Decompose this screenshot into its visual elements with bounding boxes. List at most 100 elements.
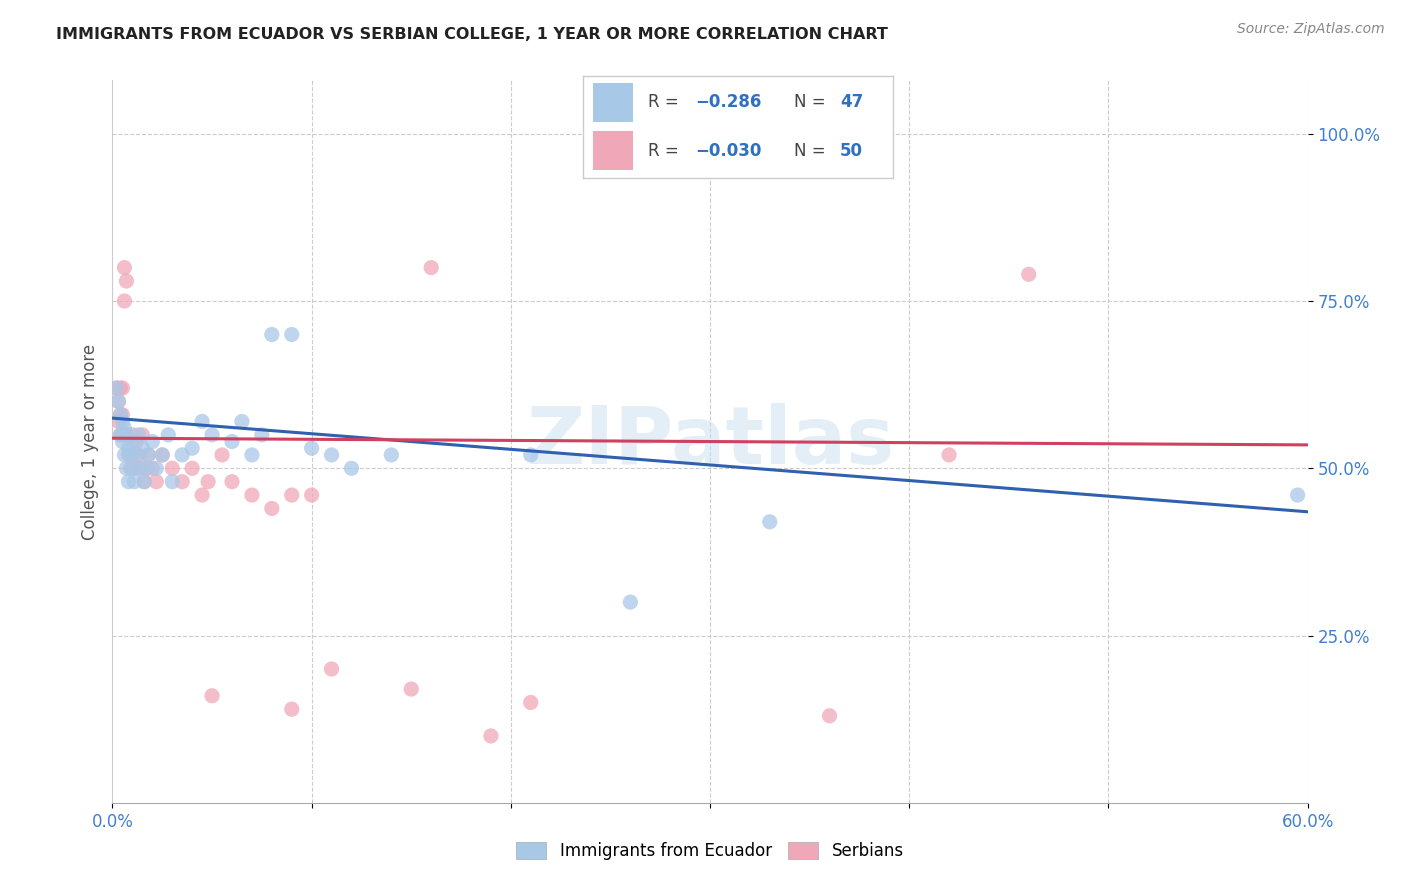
Point — [191, 488, 214, 502]
Point — [111, 414, 134, 429]
Point — [250, 427, 273, 442]
Point — [520, 448, 543, 462]
Point — [141, 461, 163, 475]
Point — [172, 475, 194, 489]
Point — [129, 461, 152, 475]
Point — [111, 434, 134, 449]
Point — [129, 461, 152, 475]
Point — [114, 294, 135, 309]
Text: −0.286: −0.286 — [695, 94, 761, 112]
Point — [127, 427, 149, 442]
Point — [321, 662, 343, 676]
Point — [107, 394, 129, 409]
Point — [181, 461, 204, 475]
Text: ZIPatlas: ZIPatlas — [526, 402, 894, 481]
Point — [321, 448, 343, 462]
Point — [111, 381, 134, 395]
Point — [150, 448, 173, 462]
Point — [105, 381, 128, 395]
Point — [110, 408, 132, 422]
Text: IMMIGRANTS FROM ECUADOR VS SERBIAN COLLEGE, 1 YEAR OR MORE CORRELATION CHART: IMMIGRANTS FROM ECUADOR VS SERBIAN COLLE… — [56, 27, 889, 42]
Text: 50: 50 — [841, 142, 863, 160]
Point — [380, 448, 402, 462]
Point — [172, 448, 194, 462]
Point — [141, 434, 163, 449]
Point — [191, 414, 214, 429]
Point — [281, 327, 304, 342]
Point — [1286, 488, 1309, 502]
Point — [117, 475, 139, 489]
Point — [759, 515, 782, 529]
Point — [240, 488, 263, 502]
Point — [145, 475, 167, 489]
Point — [125, 434, 148, 449]
Point — [520, 696, 543, 710]
Point — [121, 434, 143, 449]
Point — [115, 427, 138, 442]
Text: R =: R = — [648, 142, 685, 160]
Point — [120, 461, 142, 475]
Point — [124, 475, 146, 489]
Point — [110, 408, 132, 422]
Point — [111, 408, 134, 422]
Point — [301, 488, 323, 502]
Point — [117, 448, 139, 462]
Point — [281, 488, 304, 502]
Text: N =: N = — [794, 94, 831, 112]
Point — [1018, 268, 1040, 282]
Point — [124, 461, 146, 475]
Point — [121, 427, 143, 442]
Point — [107, 394, 129, 409]
Point — [138, 448, 160, 462]
Point — [131, 442, 153, 455]
Point — [938, 448, 960, 462]
Point — [121, 448, 143, 462]
Point — [181, 442, 204, 455]
Point — [211, 448, 233, 462]
Point — [240, 448, 263, 462]
Point — [201, 427, 224, 442]
Text: R =: R = — [648, 94, 685, 112]
Point — [260, 327, 283, 342]
Point — [131, 427, 153, 442]
Point — [111, 427, 134, 442]
Point — [281, 702, 304, 716]
Point — [134, 475, 156, 489]
Point — [301, 442, 323, 455]
Point — [162, 475, 183, 489]
Point — [120, 448, 142, 462]
Text: N =: N = — [794, 142, 831, 160]
Point — [197, 475, 219, 489]
Point — [114, 421, 135, 435]
FancyBboxPatch shape — [593, 131, 633, 170]
Point — [479, 729, 502, 743]
Point — [340, 461, 363, 475]
Text: Source: ZipAtlas.com: Source: ZipAtlas.com — [1237, 22, 1385, 37]
Point — [221, 434, 243, 449]
Point — [579, 147, 602, 161]
Point — [135, 461, 157, 475]
Point — [818, 708, 841, 723]
Point — [138, 448, 160, 462]
Point — [110, 427, 132, 442]
Point — [110, 427, 132, 442]
Point — [110, 381, 132, 395]
Point — [135, 461, 157, 475]
Text: 47: 47 — [841, 94, 863, 112]
Point — [121, 461, 143, 475]
Point — [105, 381, 128, 395]
Point — [125, 448, 148, 462]
Point — [150, 448, 173, 462]
Point — [157, 427, 180, 442]
Point — [107, 414, 129, 429]
Point — [260, 501, 283, 516]
Point — [420, 260, 443, 275]
Point — [115, 461, 138, 475]
Point — [201, 689, 224, 703]
Text: −0.030: −0.030 — [695, 142, 761, 160]
Point — [162, 461, 183, 475]
Point — [619, 595, 641, 609]
Point — [117, 442, 139, 455]
Legend: Immigrants from Ecuador, Serbians: Immigrants from Ecuador, Serbians — [509, 835, 911, 867]
Point — [115, 274, 138, 288]
